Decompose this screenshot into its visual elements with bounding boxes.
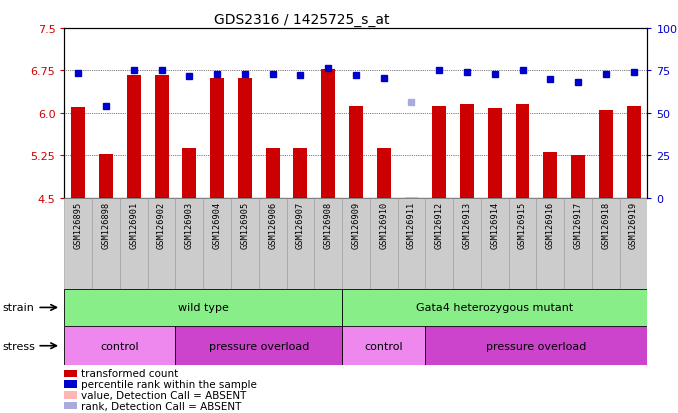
Bar <box>620 198 647 289</box>
Text: GSM126905: GSM126905 <box>241 201 250 248</box>
Text: stress: stress <box>2 341 35 351</box>
Bar <box>564 198 592 289</box>
Text: GSM126898: GSM126898 <box>102 201 111 248</box>
Text: wild type: wild type <box>178 303 228 313</box>
Text: GSM126919: GSM126919 <box>629 201 638 248</box>
Bar <box>294 149 307 198</box>
Bar <box>571 156 585 198</box>
Bar <box>425 198 453 289</box>
Bar <box>592 198 620 289</box>
Bar <box>543 153 557 198</box>
Text: GSM126902: GSM126902 <box>157 201 166 248</box>
Bar <box>182 149 197 198</box>
Bar <box>99 154 113 198</box>
Text: GSM126910: GSM126910 <box>379 201 388 248</box>
Text: control: control <box>364 341 403 351</box>
Text: GSM126907: GSM126907 <box>296 201 305 248</box>
Bar <box>321 69 335 198</box>
Bar <box>370 198 397 289</box>
Bar <box>626 107 641 198</box>
Text: GDS2316 / 1425725_s_at: GDS2316 / 1425725_s_at <box>214 13 389 27</box>
Text: GSM126909: GSM126909 <box>351 201 361 248</box>
Text: percentile rank within the sample: percentile rank within the sample <box>81 379 257 389</box>
Bar <box>92 198 120 289</box>
Text: GSM126913: GSM126913 <box>462 201 471 248</box>
Text: transformed count: transformed count <box>81 368 178 378</box>
Text: GSM126904: GSM126904 <box>213 201 222 248</box>
Bar <box>397 198 425 289</box>
Bar <box>349 107 363 198</box>
Text: control: control <box>100 341 139 351</box>
Bar <box>488 109 502 198</box>
Bar <box>425 326 647 366</box>
Text: GSM126906: GSM126906 <box>268 201 277 248</box>
Text: Gata4 heterozygous mutant: Gata4 heterozygous mutant <box>416 303 574 313</box>
Bar <box>127 76 141 198</box>
Bar <box>342 198 370 289</box>
Text: pressure overload: pressure overload <box>209 341 309 351</box>
Bar <box>377 149 391 198</box>
Text: GSM126912: GSM126912 <box>435 201 443 248</box>
Text: GSM126918: GSM126918 <box>601 201 610 248</box>
Bar <box>460 105 474 198</box>
Bar <box>203 198 231 289</box>
Bar <box>287 198 315 289</box>
Bar <box>176 198 203 289</box>
Text: GSM126911: GSM126911 <box>407 201 416 248</box>
Text: GSM126915: GSM126915 <box>518 201 527 248</box>
Bar <box>536 198 564 289</box>
Bar <box>155 76 169 198</box>
Text: pressure overload: pressure overload <box>486 341 586 351</box>
Text: GSM126908: GSM126908 <box>323 201 333 248</box>
Bar <box>405 197 418 198</box>
Text: GSM126903: GSM126903 <box>185 201 194 248</box>
Bar <box>599 111 613 198</box>
Bar <box>315 198 342 289</box>
Bar <box>120 198 148 289</box>
Bar <box>64 198 92 289</box>
Bar <box>508 198 536 289</box>
Text: strain: strain <box>2 303 34 313</box>
Text: GSM126916: GSM126916 <box>546 201 555 248</box>
Bar <box>481 198 508 289</box>
Text: GSM126895: GSM126895 <box>74 201 83 248</box>
Bar <box>231 198 259 289</box>
Bar <box>238 78 252 198</box>
Bar <box>210 78 224 198</box>
Bar <box>64 289 342 326</box>
Bar <box>71 108 85 198</box>
Bar <box>148 198 176 289</box>
Bar <box>266 149 279 198</box>
Text: GSM126901: GSM126901 <box>129 201 138 248</box>
Text: rank, Detection Call = ABSENT: rank, Detection Call = ABSENT <box>81 401 242 411</box>
Bar <box>453 198 481 289</box>
Text: GSM126914: GSM126914 <box>490 201 499 248</box>
Bar <box>176 326 342 366</box>
Text: GSM126917: GSM126917 <box>574 201 582 248</box>
Bar <box>433 107 446 198</box>
Bar <box>515 105 530 198</box>
Text: value, Detection Call = ABSENT: value, Detection Call = ABSENT <box>81 390 247 400</box>
Bar <box>259 198 287 289</box>
Bar <box>342 289 647 326</box>
Bar <box>342 326 425 366</box>
Bar <box>64 326 176 366</box>
